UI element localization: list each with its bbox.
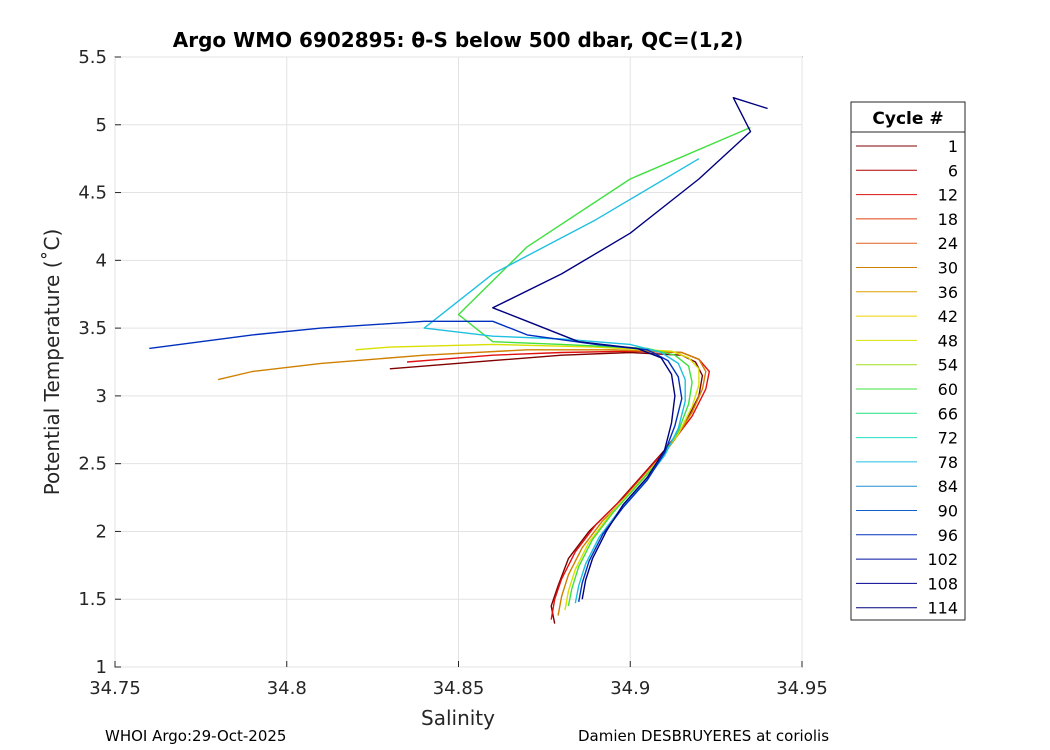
legend-label-114: 114: [927, 599, 958, 618]
series-line-cycle-1: [389, 351, 704, 624]
x-tick-label: 34.9: [610, 678, 650, 699]
x-tick-label: 34.8: [267, 678, 307, 699]
legend: Cycle # 1 6 12 18 24 30 36 42 48 54 60 66 72 78 84 90 96…: [850, 101, 966, 621]
x-axis-label: Salinity: [421, 706, 495, 730]
legend-label-78: 78: [938, 453, 958, 472]
legend-label-102: 102: [927, 550, 958, 569]
series-line-cycle-114: [492, 96, 768, 600]
x-tick-label: 34.85: [433, 678, 485, 699]
legend-label-6: 6: [948, 161, 958, 180]
y-tick-label: 4: [96, 250, 107, 271]
y-tick-label: 2.5: [78, 454, 107, 475]
legend-label-12: 12: [938, 186, 958, 205]
series-line-cycle-60: [457, 126, 751, 607]
legend-label-36: 36: [938, 283, 958, 302]
legend-label-90: 90: [938, 502, 958, 521]
x-tick-label: 34.75: [89, 678, 141, 699]
series-line-cycle-78: [423, 158, 700, 604]
legend-label-96: 96: [938, 526, 958, 545]
legend-label-1: 1: [948, 137, 958, 156]
legend-label-54: 54: [938, 356, 958, 375]
y-tick-label: 2: [96, 521, 107, 542]
legend-label-24: 24: [938, 234, 958, 253]
legend-label-18: 18: [938, 210, 958, 229]
y-tick-label: 1.5: [78, 589, 107, 610]
chart-title: Argo WMO 6902895: θ-S below 500 dbar, QC…: [173, 28, 743, 52]
legend-label-48: 48: [938, 331, 958, 350]
y-axis-label: Potential Temperature (˚C): [40, 229, 64, 496]
x-tick-label: 34.95: [776, 678, 828, 699]
y-tick-label: 4.5: [78, 183, 107, 204]
y-tick-label: 5.5: [78, 47, 107, 68]
legend-entries: 1 6 12 18 24 30 36 42 48 54 60 66 72 78 84 90 96 102 108 11…: [856, 137, 958, 618]
y-tick-label: 5: [96, 115, 107, 136]
legend-title: Cycle #: [872, 109, 943, 129]
legend-label-66: 66: [938, 404, 958, 423]
legend-label-72: 72: [938, 429, 958, 448]
ticks: 34.75 34.8 34.85 34.9 34.95 1 1.5 2 2.5 3 3.5 4 4.5 5…: [78, 47, 827, 699]
y-tick-label: 1: [96, 657, 107, 678]
legend-label-42: 42: [938, 307, 958, 326]
legend-box: [850, 101, 966, 621]
legend-label-30: 30: [938, 259, 958, 278]
footer-right: Damien DESBRUYERES at coriolis: [578, 727, 829, 745]
series-line-cycle-12: [406, 350, 710, 620]
legend-label-60: 60: [938, 380, 958, 399]
y-tick-label: 3: [96, 386, 107, 407]
series-line-cycle-48: [355, 343, 700, 611]
legend-label-108: 108: [927, 574, 958, 593]
footer-left: WHOI Argo:29-Oct-2025: [105, 727, 286, 745]
y-tick-label: 3.5: [78, 318, 107, 339]
series-line-cycle-30: [217, 349, 707, 616]
legend-label-84: 84: [938, 477, 958, 496]
series-group: [149, 96, 768, 624]
series-line-cycle-96: [149, 320, 683, 603]
